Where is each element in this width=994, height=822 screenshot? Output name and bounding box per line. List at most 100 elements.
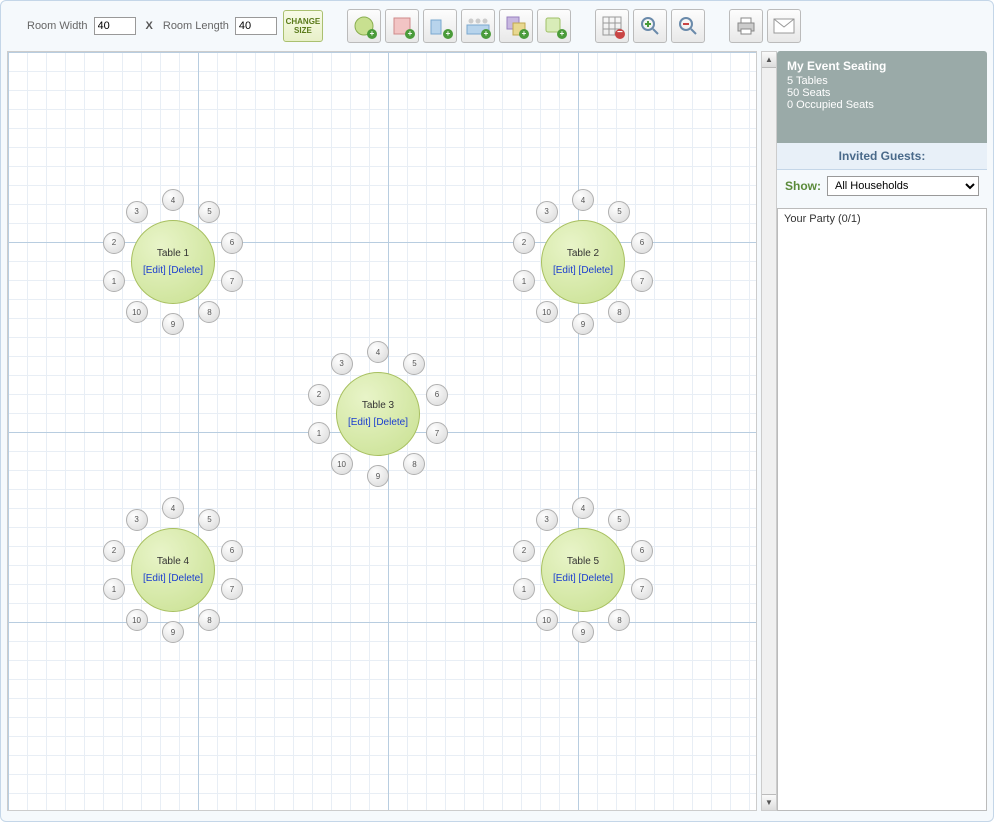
seat[interactable]: 6 — [426, 384, 448, 406]
seat[interactable]: 3 — [536, 201, 558, 223]
add-custom-shape-button[interactable]: + — [499, 9, 533, 43]
seat[interactable]: 6 — [631, 540, 653, 562]
seat[interactable]: 8 — [403, 453, 425, 475]
seat[interactable]: 1 — [103, 270, 125, 292]
seat[interactable]: 6 — [631, 232, 653, 254]
seat[interactable]: 4 — [162, 497, 184, 519]
add-object-button[interactable]: + — [537, 9, 571, 43]
delete-link[interactable]: [Delete] — [579, 573, 613, 584]
seat[interactable]: 7 — [631, 578, 653, 600]
seat[interactable]: 10 — [331, 453, 353, 475]
table-group[interactable]: Table 4[Edit] [Delete] 1 23456 789 10 — [93, 490, 253, 650]
edit-link[interactable]: [Edit] — [143, 265, 166, 276]
seat[interactable]: 1 — [513, 270, 535, 292]
seat[interactable]: 7 — [426, 422, 448, 444]
seat[interactable]: 7 — [631, 270, 653, 292]
seat[interactable]: 8 — [198, 609, 220, 631]
seat[interactable]: 8 — [608, 609, 630, 631]
seat[interactable]: 2 — [513, 232, 535, 254]
seat[interactable]: 2 — [513, 540, 535, 562]
room-width-input[interactable] — [94, 17, 136, 35]
seat[interactable]: 2 — [103, 232, 125, 254]
table-group[interactable]: Table 3[Edit] [Delete] 1 23456 789 10 — [298, 334, 458, 494]
table-circle[interactable]: Table 5[Edit] [Delete] — [541, 528, 625, 612]
seat[interactable]: 5 — [198, 509, 220, 531]
edit-link[interactable]: [Edit] — [553, 573, 576, 584]
seat[interactable]: 6 — [221, 540, 243, 562]
email-button[interactable] — [767, 9, 801, 43]
table-links: [Edit] [Delete] — [553, 573, 613, 584]
seating-canvas[interactable]: Table 1[Edit] [Delete]12345678910Table 2… — [7, 51, 757, 811]
seat[interactable]: 10 — [126, 609, 148, 631]
seat[interactable]: 1 — [513, 578, 535, 600]
seat[interactable]: 2 — [308, 384, 330, 406]
seat[interactable]: 2 — [103, 540, 125, 562]
toolbar: Room Width X Room Length CHANGE SIZE + +… — [7, 7, 987, 51]
seat[interactable]: 9 — [572, 621, 594, 643]
table-name: Table 2 — [567, 248, 599, 259]
show-label: Show: — [785, 179, 821, 193]
edit-link[interactable]: [Edit] — [348, 417, 371, 428]
scroll-up-arrow[interactable]: ▲ — [762, 52, 776, 68]
seat[interactable]: 4 — [572, 497, 594, 519]
table-group[interactable]: Table 2 [Edit] [Delete] 1 23456 789 10 — [503, 182, 663, 342]
seat[interactable]: 1 — [308, 422, 330, 444]
seat[interactable]: 4 — [572, 189, 594, 211]
seat[interactable]: 4 — [367, 341, 389, 363]
seat[interactable]: 6 — [221, 232, 243, 254]
seat[interactable]: 8 — [608, 301, 630, 323]
seat[interactable]: 5 — [608, 201, 630, 223]
seat[interactable]: 9 — [572, 313, 594, 335]
seat[interactable]: 3 — [331, 353, 353, 375]
table-links: [Edit] [Delete] — [553, 265, 613, 276]
vertical-scrollbar[interactable]: ▲ ▼ — [761, 51, 777, 811]
guest-list[interactable]: Your Party (0/1) — [777, 208, 987, 811]
zoom-in-icon — [640, 16, 660, 36]
seat[interactable]: 5 — [198, 201, 220, 223]
zoom-out-button[interactable] — [671, 9, 705, 43]
guest-list-item[interactable]: Your Party (0/1) — [784, 213, 980, 225]
invited-guests-header: Invited Guests: — [777, 143, 987, 170]
seat[interactable]: 8 — [198, 301, 220, 323]
seat[interactable]: 9 — [162, 621, 184, 643]
seat[interactable]: 5 — [403, 353, 425, 375]
seat[interactable]: 4 — [162, 189, 184, 211]
seat[interactable]: 3 — [126, 509, 148, 531]
edit-link[interactable]: [Edit] — [553, 265, 576, 276]
email-icon — [773, 18, 795, 34]
add-square-table-button[interactable]: + — [385, 9, 419, 43]
grid-toggle-button[interactable]: − — [595, 9, 629, 43]
delete-link[interactable]: [Delete] — [169, 573, 203, 584]
zoom-in-button[interactable] — [633, 9, 667, 43]
households-select[interactable]: All Households — [827, 176, 979, 196]
seat[interactable]: 1 — [103, 578, 125, 600]
table-group[interactable]: Table 1[Edit] [Delete] 1 23456 789 10 — [93, 182, 253, 342]
seat[interactable]: 5 — [608, 509, 630, 531]
add-rect-table-button[interactable]: + — [423, 9, 457, 43]
delete-link[interactable]: [Delete] — [579, 265, 613, 276]
seat[interactable]: 10 — [126, 301, 148, 323]
seat[interactable]: 9 — [367, 465, 389, 487]
seat[interactable]: 7 — [221, 578, 243, 600]
add-head-table-button[interactable]: + — [461, 9, 495, 43]
table-circle[interactable]: Table 1[Edit] [Delete] — [131, 220, 215, 304]
scroll-down-arrow[interactable]: ▼ — [762, 794, 776, 810]
edit-link[interactable]: [Edit] — [143, 573, 166, 584]
seat[interactable]: 10 — [536, 301, 558, 323]
delete-link[interactable]: [Delete] — [374, 417, 408, 428]
seat[interactable]: 3 — [536, 509, 558, 531]
seat[interactable]: 3 — [126, 201, 148, 223]
seat[interactable]: 10 — [536, 609, 558, 631]
table-circle[interactable]: Table 2 [Edit] [Delete] — [541, 220, 625, 304]
delete-link[interactable]: [Delete] — [169, 265, 203, 276]
print-button[interactable] — [729, 9, 763, 43]
table-circle[interactable]: Table 3[Edit] [Delete] — [336, 372, 420, 456]
seat[interactable]: 7 — [221, 270, 243, 292]
seat[interactable]: 9 — [162, 313, 184, 335]
add-round-table-button[interactable]: + — [347, 9, 381, 43]
room-length-input[interactable] — [235, 17, 277, 35]
change-size-button[interactable]: CHANGE SIZE — [283, 10, 323, 42]
change-size-line2: SIZE — [284, 26, 322, 35]
table-group[interactable]: Table 5[Edit] [Delete] 1 23456 789 10 — [503, 490, 663, 650]
table-circle[interactable]: Table 4[Edit] [Delete] — [131, 528, 215, 612]
